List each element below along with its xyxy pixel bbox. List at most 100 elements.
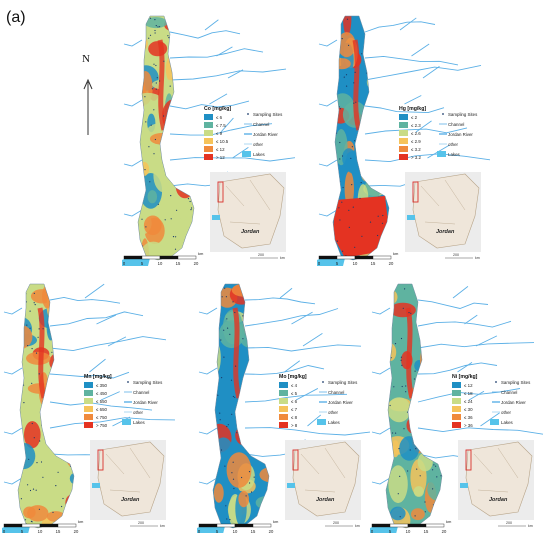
sampling-site	[54, 364, 56, 366]
legend-title: Co [mg/kg]	[204, 106, 231, 112]
sampling-site	[382, 214, 384, 217]
class-patch	[344, 171, 354, 207]
sampling-site	[149, 17, 152, 19]
sampling-site	[399, 475, 401, 477]
class-patch	[65, 493, 74, 512]
sampling-site	[416, 468, 418, 470]
sampling-site	[348, 226, 350, 228]
legend-item-label: Sampling Sites	[133, 380, 163, 385]
class-patch	[435, 324, 442, 337]
sampling-site	[368, 66, 370, 68]
scale-unit: km	[393, 251, 399, 256]
sampling-site	[255, 522, 258, 524]
legend-swatch	[452, 398, 461, 404]
scale-tick-label: 5	[336, 261, 339, 266]
sampling-site	[398, 448, 400, 450]
north-arrow-head	[83, 78, 93, 90]
scale-tick-label: 10	[233, 529, 238, 533]
sampling-site	[259, 325, 261, 327]
class-patch	[177, 141, 194, 154]
legend-item-label: Jordan River	[133, 400, 158, 405]
sampling-site	[432, 469, 434, 471]
sampling-site	[175, 146, 177, 148]
sampling-site	[42, 328, 44, 330]
sampling-site	[432, 488, 434, 490]
scale-segment	[123, 255, 143, 260]
class-patch	[333, 58, 351, 70]
inset-sea	[460, 483, 468, 488]
sampling-site	[22, 349, 24, 351]
sampling-site	[236, 432, 238, 434]
scale-tick-label: 20	[74, 529, 79, 533]
sampling-site	[265, 360, 267, 362]
scale-tick-label: 10	[406, 529, 411, 533]
sampling-site	[391, 297, 393, 299]
hg-hotspot	[333, 196, 389, 258]
sampling-site	[219, 412, 221, 414]
sampling-site	[141, 218, 143, 220]
inset-map: Jordan 200 km	[285, 440, 361, 528]
sampling-site	[55, 485, 57, 487]
sampling-site	[424, 501, 426, 503]
sampling-site	[436, 501, 438, 503]
sampling-site	[256, 354, 258, 356]
west-stream	[318, 209, 338, 217]
legend-swatch	[452, 422, 461, 428]
tributary-branch	[284, 360, 301, 373]
sampling-site	[172, 236, 175, 238]
sampling-site	[174, 71, 177, 73]
legend-swatch	[279, 406, 288, 412]
class-patch	[222, 309, 243, 345]
legend-class-label: ≤ 8	[291, 415, 298, 420]
class-patch	[413, 486, 424, 497]
high-value-band	[405, 307, 415, 399]
sampling-site	[371, 88, 373, 90]
sampling-site	[415, 448, 417, 450]
scale-tick-label: 10	[158, 261, 163, 266]
legend-class-label: ≤ 550	[96, 399, 108, 404]
legend-swatch	[279, 390, 288, 396]
sampling-site	[350, 157, 352, 159]
legend-class-label: ≤ 4	[291, 383, 298, 388]
west-stream	[371, 477, 391, 485]
legend: Mn [mg/kg] ≤ 350 ≤ 450 ≤ 550 ≤ 650 ≤ 750 > 750…	[84, 374, 163, 428]
sampling-site	[31, 521, 33, 523]
sampling-site	[151, 88, 153, 90]
sampling-site	[232, 461, 234, 463]
sampling-site	[149, 181, 151, 183]
sampling-site	[31, 422, 33, 425]
north-arrow: N	[82, 53, 93, 135]
class-patch	[377, 114, 389, 139]
sampling-site	[153, 109, 155, 111]
legend-swatch	[399, 146, 408, 152]
tributary-stream	[364, 127, 468, 135]
class-patch	[420, 321, 433, 355]
sampling-site	[425, 368, 428, 370]
sampling-site	[140, 156, 142, 158]
sampling-site	[258, 306, 260, 308]
sampling-site	[343, 76, 345, 78]
scale-segment	[354, 255, 374, 260]
sampling-site	[145, 121, 147, 123]
sampling-site	[262, 392, 265, 394]
class-patch	[138, 92, 161, 106]
sampling-site	[361, 235, 363, 237]
sampling-site	[38, 328, 40, 330]
tributary-stream	[169, 123, 273, 136]
legend-swatch	[399, 130, 408, 136]
class-patch	[343, 16, 352, 36]
class-patch	[424, 409, 441, 440]
scale-unit: km	[446, 519, 452, 524]
scale-tick-label: 0	[3, 529, 6, 533]
sampling-site	[176, 209, 178, 211]
sampling-site	[354, 71, 356, 73]
class-patch	[18, 324, 33, 350]
tributary-stream	[417, 388, 521, 403]
sampling-site	[234, 396, 236, 398]
sampling-site	[33, 292, 35, 294]
west-stream	[318, 39, 338, 47]
sampling-site	[346, 85, 348, 87]
tributary-branch	[204, 19, 219, 31]
sampling-site	[414, 515, 416, 517]
